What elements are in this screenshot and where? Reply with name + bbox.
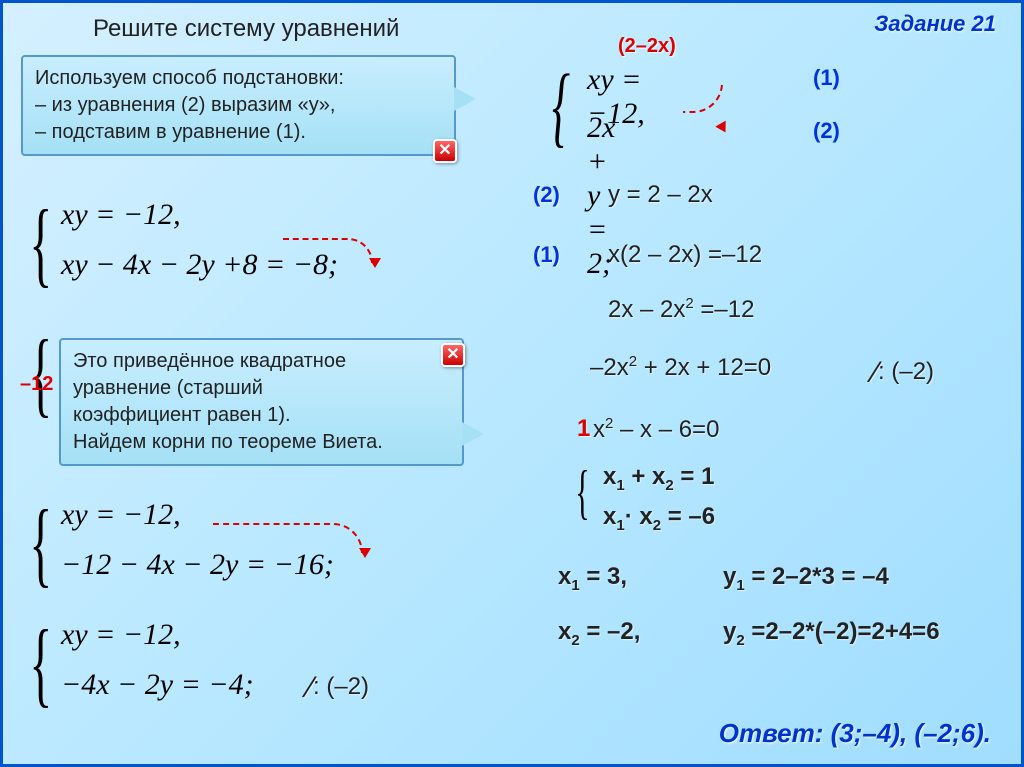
brace-vieta-icon: { <box>575 458 589 527</box>
step-substitute: x(2 – 2x) =–12 <box>608 241 762 269</box>
sol-x1: x1 = 3, <box>558 563 627 594</box>
arrow-l3-icon <box>213 523 363 553</box>
step-reduced: x2 – x – 6=0 <box>593 415 719 444</box>
label-2-2x: (2–2x) <box>618 35 676 58</box>
brace-l1-icon: { <box>29 188 52 298</box>
vieta-prod: x1· x2 = –6 <box>603 503 715 534</box>
sysL4-line1: xy = −12, <box>61 618 181 652</box>
sysL4-line2: −4x − 2y = −4; <box>61 668 254 702</box>
leading-coef: 1 <box>577 415 590 443</box>
close-icon-2[interactable]: ✕ <box>441 343 465 367</box>
sysL1-line1: xy = −12, <box>61 198 181 232</box>
brace-icon: { <box>552 55 570 158</box>
brace-l4-icon: { <box>29 608 52 718</box>
label-eq2: (2) <box>813 118 840 144</box>
step-expand: 2x – 2x2 =–12 <box>608 295 754 324</box>
arrow-l1-head-icon <box>369 258 381 268</box>
callout1-line1: Используем способ подстановки: <box>35 65 442 92</box>
task-label: Задание 21 <box>874 11 996 37</box>
vieta-sum: x1 + x2 = 1 <box>603 463 714 494</box>
sol-y2: y2 =2–2*(–2)=2+4=6 <box>723 618 940 649</box>
callout1-line2: – из уравнения (2) выразим «y», <box>35 92 442 119</box>
sysL3-line2: −12 − 4x − 2y = −16; <box>61 548 334 582</box>
minus12-label: –12 <box>20 373 53 396</box>
sol-y1: y1 = 2–2*3 = –4 <box>723 563 889 594</box>
callout-substitution: Используем способ подстановки: – из урав… <box>21 55 456 156</box>
answer: Ответ: (3;–4), (–2;6). <box>719 718 991 749</box>
divide-note-2: ⁄: (–2) <box>308 668 369 702</box>
sol-x2: x2 = –2, <box>558 618 640 649</box>
sysL3-line1: xy = −12, <box>61 498 181 532</box>
page-title: Решите систему уравнений <box>93 15 399 43</box>
callout-vieta: Это приведённое квадратное уравнение (ст… <box>59 338 464 466</box>
step-label-1: (1) <box>533 241 560 269</box>
arrow-l1-icon <box>283 238 373 263</box>
callout2-line4: Найдем корни по теореме Виета. <box>73 429 450 456</box>
close-icon[interactable]: ✕ <box>433 139 457 163</box>
callout2-line3: коэффициент равен 1). <box>73 402 450 429</box>
arrow-icon <box>683 83 723 113</box>
arrow-head-icon <box>715 121 730 136</box>
label-eq1: (1) <box>813 65 840 91</box>
step-label-2: (2) <box>533 181 560 209</box>
callout2-line1: Это приведённое квадратное <box>73 348 450 375</box>
brace-l3-icon: { <box>29 488 52 598</box>
step-rearrange: –2x2 + 2x + 12=0 <box>590 353 771 382</box>
step-y-expr: y = 2 – 2x <box>608 181 713 209</box>
callout1-line3: – подставим в уравнение (1). <box>35 119 442 146</box>
divide-note-1: ⁄: (–2) <box>873 353 934 387</box>
callout2-line2: уравнение (старший <box>73 375 450 402</box>
arrow-l3-head-icon <box>359 548 371 558</box>
